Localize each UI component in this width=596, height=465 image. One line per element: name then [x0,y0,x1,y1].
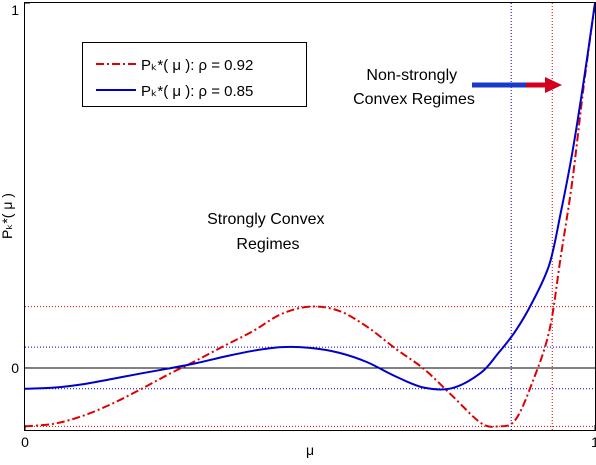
regime-arrow [472,77,562,93]
annotation-strongly-convex: Strongly Convex Regimes [207,211,329,253]
x-tick-label-0: 0 [21,434,29,450]
series-line-red-dashdot [24,2,596,428]
y-tick-label-0: 0 [11,360,19,376]
legend-label-rho-092: Pₖ*( μ ): ρ = 0.92 [141,57,253,74]
x-tick-label-1: 1 [591,434,596,450]
x-axis-label: μ [306,442,314,458]
legend-label-rho-085: Pₖ*( μ ): ρ = 0.85 [141,83,253,100]
legend-box [82,42,307,107]
legend: Pₖ*( μ ): ρ = 0.92 Pₖ*( μ ): ρ = 0.85 [82,42,307,107]
axis-ticks: 0 1 0 1 [11,2,596,450]
arrow-head [545,77,562,93]
annotation-non-strongly-convex: Non-strongly Convex Regimes [353,67,475,108]
y-axis-label: Pₖ*( μ ) [0,193,15,239]
series-lines [24,2,596,428]
y-tick-label-1: 1 [11,2,19,18]
series-line-blue-solid [24,2,596,391]
